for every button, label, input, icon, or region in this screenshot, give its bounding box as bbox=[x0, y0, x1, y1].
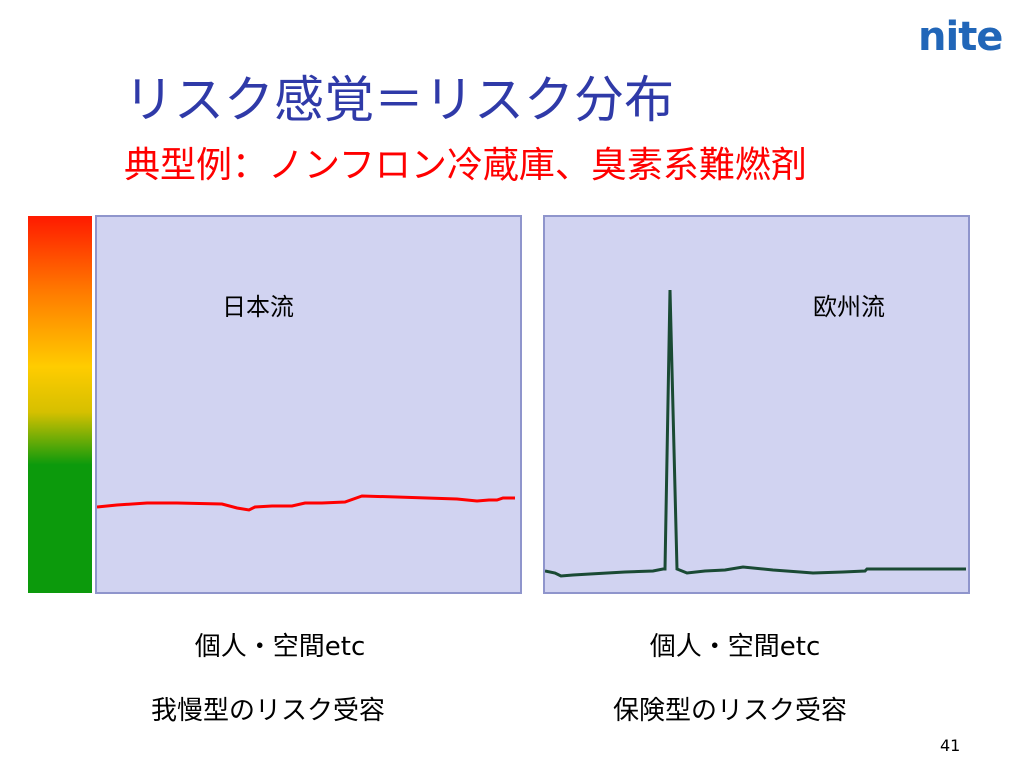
risk-color-scale bbox=[28, 216, 92, 593]
slide-subtitle: 典型例：ノンフロン冷蔵庫、臭素系難燃剤 bbox=[124, 145, 807, 186]
europe-style-label: 欧州流 bbox=[813, 293, 885, 321]
europe-risk-curve-svg bbox=[545, 289, 966, 578]
japan-style-panel: 日本流 bbox=[95, 215, 522, 594]
europe-risk-curve bbox=[545, 289, 966, 578]
japan-caption-line2: 我慢型のリスク受容 bbox=[150, 696, 386, 726]
europe-style-panel: 欧州流 bbox=[543, 215, 970, 594]
nite-logo: nite bbox=[918, 14, 1003, 60]
page-number: 41 bbox=[940, 736, 961, 755]
slide-title: リスク感覚＝リスク分布 bbox=[124, 71, 674, 129]
japan-caption-line1: 個人・空間etc bbox=[194, 632, 366, 662]
japan-risk-curve-svg bbox=[97, 494, 515, 512]
japan-risk-curve bbox=[97, 494, 515, 512]
europe-caption-line1: 個人・空間etc bbox=[649, 632, 821, 662]
europe-caption-line2: 保険型のリスク受容 bbox=[612, 696, 848, 726]
japan-style-label: 日本流 bbox=[222, 293, 294, 321]
